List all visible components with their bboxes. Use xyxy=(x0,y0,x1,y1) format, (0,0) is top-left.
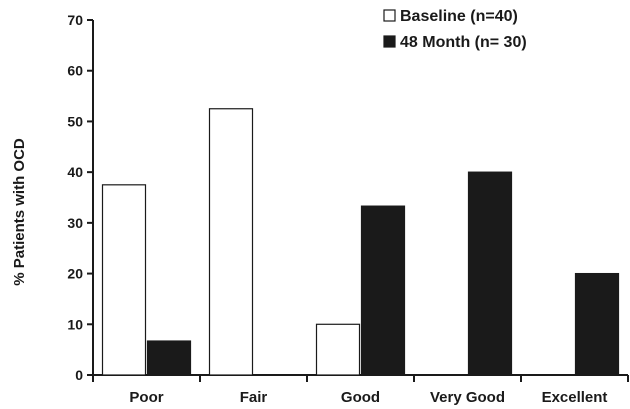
y-tick-label: 70 xyxy=(67,12,83,28)
y-tick-label: 30 xyxy=(67,215,83,231)
y-axis-label: % Patients with OCD xyxy=(11,138,28,286)
x-tick-label: Excellent xyxy=(542,389,608,406)
y-tick-label: 60 xyxy=(67,63,83,79)
bar-baseline xyxy=(101,184,147,376)
chart-bars xyxy=(101,108,620,376)
bar-48-month xyxy=(146,340,192,376)
chart-legend: Baseline (n=40) 48 Month (n= 30) xyxy=(383,8,527,51)
y-tick-label: 50 xyxy=(67,113,83,129)
y-tick-label: 10 xyxy=(67,316,83,332)
bar-baseline xyxy=(315,323,361,376)
x-tick-label: Good xyxy=(341,389,380,406)
legend-label: Baseline (n=40) xyxy=(400,8,518,25)
y-tick-label: 20 xyxy=(67,266,83,282)
bar-48-month xyxy=(360,205,406,376)
x-tick-label: Very Good xyxy=(430,389,505,406)
y-tick-label: 40 xyxy=(67,164,83,180)
bar-48-month xyxy=(467,171,513,376)
legend-swatch xyxy=(383,9,396,22)
legend-swatch xyxy=(383,35,396,48)
chart-axes: 0 10 20 30 40 50 60 70 Poor Fair Good Very Good Exce… xyxy=(67,12,629,406)
y-tick-label: 0 xyxy=(75,367,83,383)
x-tick-label: Fair xyxy=(240,389,268,406)
bar-48-month xyxy=(574,272,620,376)
legend-label: 48 Month (n= 30) xyxy=(400,34,527,51)
bar-baseline xyxy=(208,108,254,376)
x-tick-label: Poor xyxy=(129,389,163,406)
